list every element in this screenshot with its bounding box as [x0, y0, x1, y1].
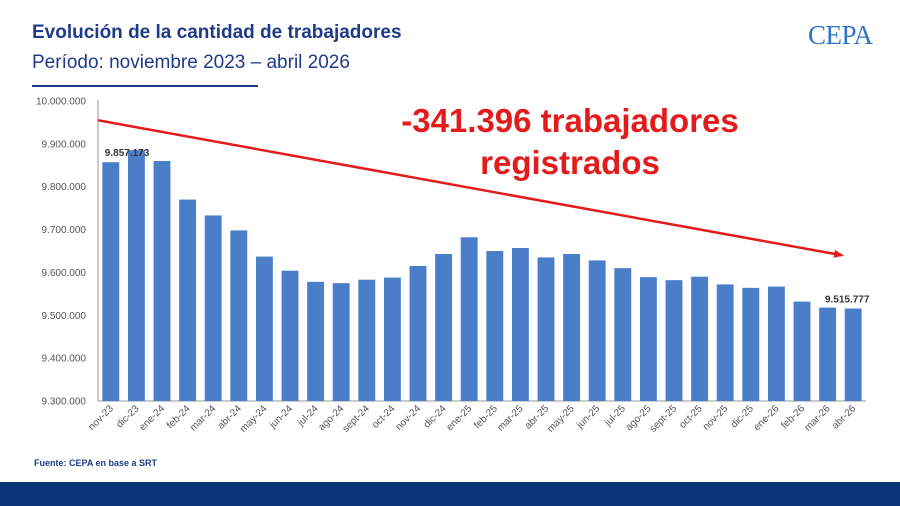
- x-tick-label: nov-24: [394, 403, 424, 433]
- x-tick-label: may-25: [545, 403, 577, 435]
- bar-jun-25: [588, 260, 606, 401]
- bar-ene-24: [153, 161, 171, 401]
- x-tick-label: nov-25: [701, 403, 731, 433]
- x-tick-label: sept-25: [648, 403, 680, 435]
- data-label: 9.857.173: [105, 148, 150, 159]
- x-tick-label: may-24: [238, 403, 270, 435]
- data-label: 9.515.777: [825, 295, 870, 306]
- y-tick-label: 9.700.000: [42, 225, 87, 236]
- bar-feb-24: [179, 199, 197, 401]
- x-tick-label: jun-25: [574, 403, 602, 431]
- x-tick-label: mar-24: [188, 403, 218, 433]
- chart-subtitle: Período: noviembre 2023 – abril 2026: [32, 52, 350, 73]
- bar-mar-24: [204, 215, 222, 401]
- bar-mar-25: [511, 248, 529, 401]
- x-tick-label: oct-25: [677, 403, 705, 431]
- x-tick-label: mar-25: [495, 403, 525, 433]
- chart-title: Evolución de la cantidad de trabajadores: [32, 22, 402, 43]
- title-underline: [32, 85, 258, 87]
- x-tick-label: sept-24: [341, 403, 373, 435]
- callout-line-2: registrados: [480, 144, 660, 181]
- bar-may-25: [563, 254, 581, 401]
- bar-may-24: [255, 256, 273, 401]
- bar-jul-25: [614, 268, 632, 401]
- bar-feb-26: [793, 301, 811, 401]
- x-tick-label: nov-23: [87, 403, 117, 433]
- callout-text: -341.396 trabajadores registrados: [360, 100, 780, 184]
- bar-ago-24: [332, 283, 350, 401]
- bar-ene-26: [767, 286, 785, 401]
- bar-dic-24: [435, 254, 453, 401]
- bar-mar-26: [819, 307, 837, 401]
- bar-dic-25: [742, 287, 760, 401]
- bar-dic-23: [127, 150, 145, 401]
- bar-chart: 9.300.000 9.400.000 9.500.000 9.600.000 9.70…: [36, 97, 870, 435]
- y-tick-label: 9.400.000: [42, 354, 87, 365]
- bar-abr-24: [230, 230, 248, 401]
- footer-bar: [0, 482, 900, 506]
- callout-line-1: -341.396 trabajadores: [401, 102, 739, 139]
- y-tick-label: 10.000.000: [36, 97, 86, 108]
- bar-nov-25: [716, 284, 734, 401]
- bar-sept-25: [665, 280, 683, 401]
- x-tick-label: ene-26: [752, 403, 782, 433]
- bar-jun-24: [281, 270, 299, 401]
- bar-oct-25: [691, 276, 709, 401]
- x-tick-label: abr-26: [830, 403, 859, 432]
- y-tick-label: 9.800.000: [42, 182, 87, 193]
- bar-jul-24: [307, 281, 325, 401]
- x-tick-label: mar-26: [803, 403, 833, 433]
- x-tick-label: oct-24: [370, 403, 398, 431]
- bar-ene-25: [460, 237, 478, 401]
- bar-ago-25: [639, 277, 657, 401]
- y-tick-label: 9.600.000: [42, 268, 87, 279]
- y-tick-label: 9.300.000: [42, 397, 87, 408]
- bar-abr-26: [844, 308, 862, 401]
- x-tick-label: jun-24: [267, 403, 295, 431]
- source-note: Fuente: CEPA en base a SRT: [34, 458, 158, 468]
- bar-nov-24: [409, 266, 427, 401]
- cepa-logo: CEPA: [808, 20, 873, 50]
- bar-feb-25: [486, 251, 504, 401]
- y-tick-label: 9.500.000: [42, 311, 87, 322]
- trend-arrow: [97, 119, 844, 258]
- bar-sept-24: [358, 279, 376, 401]
- bar-nov-23: [102, 162, 120, 401]
- x-tick-label: ene-24: [137, 403, 167, 433]
- bar-abr-25: [537, 257, 555, 401]
- y-tick-label: 9.900.000: [42, 139, 87, 150]
- x-tick-label: ene-25: [445, 403, 475, 433]
- bar-oct-24: [383, 277, 401, 401]
